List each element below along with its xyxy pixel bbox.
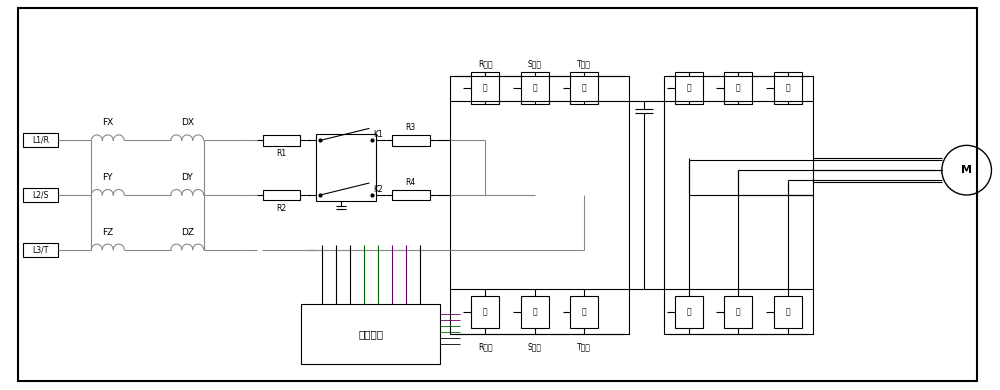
Bar xyxy=(570,296,598,328)
Text: FZ: FZ xyxy=(102,228,113,237)
Bar xyxy=(263,190,300,200)
Text: R下桥: R下桥 xyxy=(478,342,492,351)
Text: R4: R4 xyxy=(406,178,416,187)
Bar xyxy=(316,135,376,201)
Text: T上桥: T上桥 xyxy=(577,59,591,68)
Text: T下桥: T下桥 xyxy=(577,342,591,351)
Text: R2: R2 xyxy=(277,204,287,213)
Text: L3/T: L3/T xyxy=(33,245,49,254)
Text: L2/S: L2/S xyxy=(33,190,49,200)
Text: 本: 本 xyxy=(686,84,691,93)
Bar xyxy=(664,76,813,334)
Text: K1: K1 xyxy=(373,130,383,140)
Bar xyxy=(23,133,58,147)
Text: FY: FY xyxy=(103,173,113,182)
Bar xyxy=(471,296,499,328)
Bar xyxy=(263,135,300,146)
Text: S下桥: S下桥 xyxy=(528,342,542,351)
Text: 本: 本 xyxy=(582,84,587,93)
Text: M: M xyxy=(961,165,972,175)
Bar xyxy=(774,73,802,104)
Text: DX: DX xyxy=(181,119,194,128)
Text: R上桥: R上桥 xyxy=(478,59,492,68)
Text: 本: 本 xyxy=(786,84,790,93)
Bar xyxy=(450,76,629,334)
Bar xyxy=(521,296,549,328)
Bar xyxy=(675,73,703,104)
Text: DY: DY xyxy=(181,173,193,182)
Text: 本: 本 xyxy=(532,84,537,93)
Text: 本: 本 xyxy=(786,307,790,316)
Bar xyxy=(675,296,703,328)
Text: 本: 本 xyxy=(736,84,741,93)
Text: 本: 本 xyxy=(582,307,587,316)
Text: R1: R1 xyxy=(277,149,287,158)
Text: 本: 本 xyxy=(686,307,691,316)
Bar xyxy=(570,73,598,104)
Bar xyxy=(392,135,430,146)
Text: 本: 本 xyxy=(532,307,537,316)
Bar xyxy=(23,243,58,257)
Bar xyxy=(724,296,752,328)
Bar xyxy=(23,188,58,202)
Text: 控制单元: 控制单元 xyxy=(358,329,383,339)
Bar xyxy=(392,190,430,200)
Text: DZ: DZ xyxy=(181,228,194,237)
Text: K2: K2 xyxy=(373,185,383,194)
Bar xyxy=(521,73,549,104)
Text: L1/R: L1/R xyxy=(32,136,49,145)
Text: 本: 本 xyxy=(736,307,741,316)
Bar xyxy=(471,73,499,104)
Text: 本: 本 xyxy=(483,307,487,316)
Bar xyxy=(774,296,802,328)
Text: S上桥: S上桥 xyxy=(528,59,542,68)
Bar xyxy=(301,304,440,364)
Text: 本: 本 xyxy=(483,84,487,93)
Bar xyxy=(724,73,752,104)
Text: R3: R3 xyxy=(406,124,416,133)
Text: FX: FX xyxy=(102,119,113,128)
